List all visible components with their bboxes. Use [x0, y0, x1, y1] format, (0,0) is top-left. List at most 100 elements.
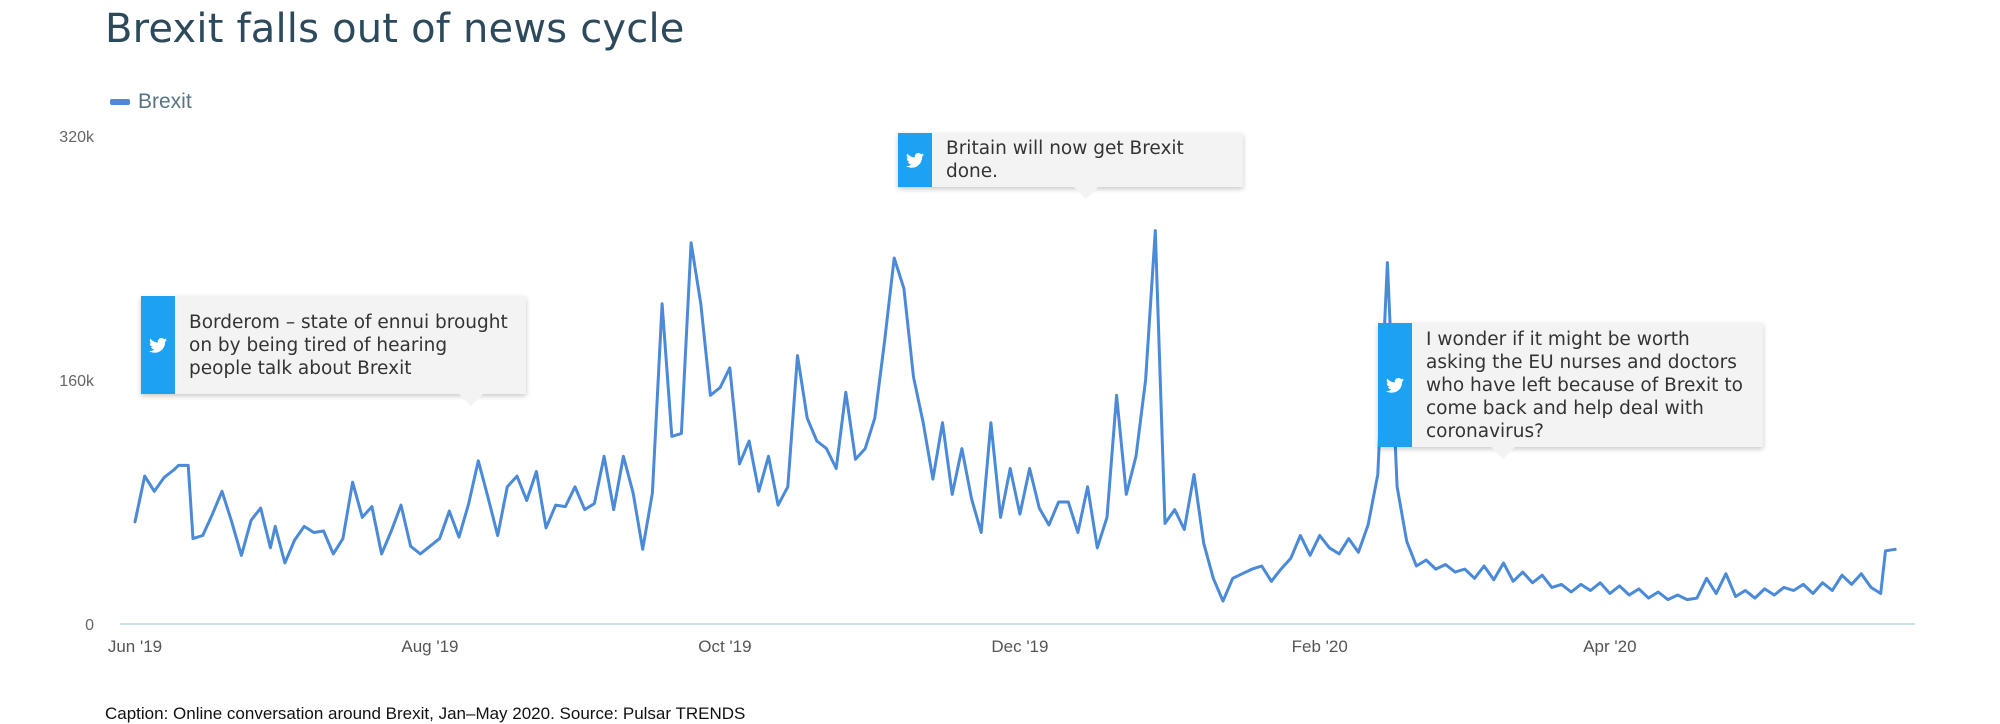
data-point: [903, 287, 905, 289]
legend[interactable]: Brexit: [110, 90, 192, 114]
data-point: [593, 502, 595, 504]
data-point: [313, 531, 315, 533]
data-point: [497, 534, 499, 536]
data-point: [1647, 597, 1649, 599]
data-point: [835, 467, 837, 469]
data-point: [1618, 585, 1620, 587]
data-point: [564, 505, 566, 507]
data-point: [1009, 467, 1011, 469]
data-point: [1415, 565, 1417, 567]
data-point: [1531, 582, 1533, 584]
data-point: [438, 537, 440, 539]
x-tick-label: Oct '19: [698, 637, 751, 656]
data-point: [1821, 582, 1823, 584]
data-point: [883, 341, 885, 343]
data-point: [134, 521, 136, 523]
data-point: [1019, 513, 1021, 515]
data-point: [1299, 534, 1301, 536]
data-point: [671, 435, 673, 437]
data-point: [893, 257, 895, 259]
data-point: [1464, 568, 1466, 570]
tweet-text-2: Britain will now get Brexit done.: [946, 138, 1184, 182]
data-point: [1290, 557, 1292, 559]
data-point: [380, 553, 382, 555]
data-point: [1270, 580, 1272, 582]
data-point: [1309, 554, 1311, 556]
data-point: [1483, 565, 1485, 567]
data-point: [429, 545, 431, 547]
data-point: [555, 504, 557, 506]
data-point: [211, 513, 213, 515]
data-point: [1028, 467, 1030, 469]
data-point: [1203, 542, 1205, 544]
data-point: [1754, 597, 1756, 599]
data-point: [1589, 589, 1591, 591]
series-line-brexit: [133, 229, 1897, 603]
data-point: [1850, 583, 1852, 585]
data-point: [1502, 562, 1504, 564]
data-point: [613, 508, 615, 510]
data-point: [932, 478, 934, 480]
data-point: [980, 531, 982, 533]
data-point: [1473, 577, 1475, 579]
data-point: [1812, 592, 1814, 594]
data-point: [173, 469, 175, 471]
data-point: [1734, 595, 1736, 597]
data-point: [854, 458, 856, 460]
data-point: [1396, 486, 1398, 488]
data-point: [231, 521, 233, 523]
data-point: [1860, 573, 1862, 575]
data-point: [1096, 547, 1098, 549]
data-point: [709, 394, 711, 396]
data-point: [1551, 586, 1553, 588]
data-point: [796, 354, 798, 356]
legend-label-brexit: Brexit: [138, 90, 192, 113]
data-point: [506, 486, 508, 488]
data-point: [1174, 508, 1176, 510]
data-point: [729, 367, 731, 369]
data-point: [806, 417, 808, 419]
data-point: [468, 502, 470, 504]
y-axis-ticks: 0 160k 320k: [59, 129, 95, 634]
data-point: [825, 447, 827, 449]
data-point: [738, 463, 740, 465]
data-point: [163, 476, 165, 478]
data-point: [1193, 473, 1195, 475]
data-point: [269, 547, 271, 549]
data-point: [970, 498, 972, 500]
data-point: [192, 537, 194, 539]
tweet-text-3: I wonder if it might be worth asking the…: [1426, 328, 1743, 442]
legend-swatch: [110, 99, 130, 105]
tweet-callout-2: Britain will now get Brexit done.: [898, 133, 1243, 199]
data-point: [642, 548, 644, 550]
data-point: [1057, 501, 1059, 503]
data-point: [419, 553, 421, 555]
data-point: [1232, 577, 1234, 579]
x-tick-label: Feb '20: [1292, 637, 1348, 656]
data-point: [1638, 588, 1640, 590]
data-point: [1048, 524, 1050, 526]
data-point: [912, 376, 914, 378]
data-point: [1164, 522, 1166, 524]
data-point: [1212, 577, 1214, 579]
data-point: [1115, 394, 1117, 396]
data-point: [409, 545, 411, 547]
data-point: [1425, 559, 1427, 561]
data-point: [1841, 574, 1843, 576]
data-point: [777, 504, 779, 506]
data-point: [1686, 598, 1688, 600]
y-tick-label: 0: [85, 617, 94, 634]
data-point: [332, 553, 334, 555]
data-point: [1792, 589, 1794, 591]
data-point: [1715, 592, 1717, 594]
data-point: [1067, 501, 1069, 503]
data-point: [1763, 588, 1765, 590]
data-point: [1609, 592, 1611, 594]
data-point: [951, 493, 953, 495]
data-point: [787, 486, 789, 488]
data-point: [1251, 568, 1253, 570]
data-point: [487, 496, 489, 498]
data-point: [545, 527, 547, 529]
data-point: [1705, 577, 1707, 579]
